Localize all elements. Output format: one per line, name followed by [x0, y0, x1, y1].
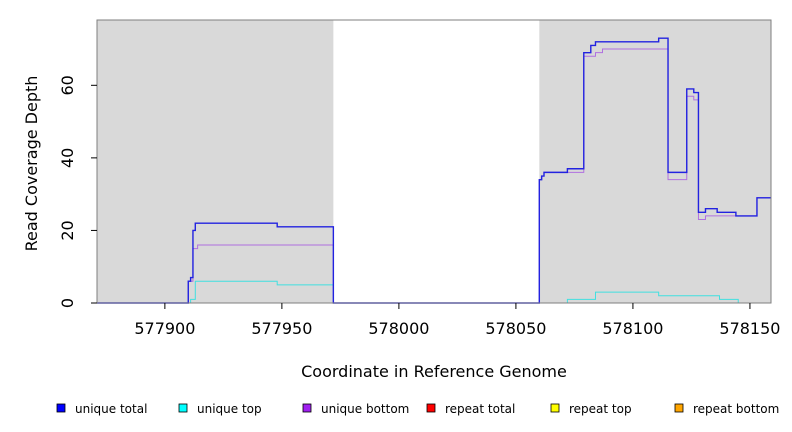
- y-axis-title: Read Coverage Depth: [22, 76, 41, 252]
- legend-swatch-unique-top: [178, 403, 188, 413]
- x-tick-label: 577950: [251, 319, 312, 338]
- plot-frame: [96, 19, 772, 304]
- legend-label-repeat-top: repeat top: [569, 402, 632, 416]
- series-unique-bottom-line: [97, 48, 771, 304]
- y-tick-label: 0: [58, 298, 77, 308]
- legend: unique total unique top unique bottom repea…: [56, 402, 779, 416]
- x-tick-label: 577900: [134, 319, 195, 338]
- series-unique-total-line: [97, 37, 771, 304]
- x-tick-label: 578100: [602, 319, 663, 338]
- legend-swatch-unique-total: [56, 403, 66, 413]
- legend-swatch-repeat-total: [426, 403, 436, 413]
- y-tick-label: 60: [58, 75, 77, 95]
- y-tick-label: 20: [58, 220, 77, 240]
- legend-swatch-repeat-top: [550, 403, 560, 413]
- shaded-region: [97, 20, 334, 303]
- x-tick-label: 578050: [485, 319, 546, 338]
- legend-label-unique-total: unique total: [75, 402, 147, 416]
- y-tick-label: 40: [58, 148, 77, 168]
- legend-label-unique-top: unique top: [197, 402, 262, 416]
- x-tick-label: 578150: [719, 319, 780, 338]
- x-axis: 577900 577950 578000 578050 578100 578150: [134, 303, 780, 338]
- y-axis: 0 20 40 60: [58, 75, 97, 308]
- legend-swatch-unique-bottom: [302, 403, 312, 413]
- legend-label-repeat-bottom: repeat bottom: [693, 402, 779, 416]
- series-unique-top-line: [97, 280, 771, 304]
- legend-swatch-repeat-bottom: [674, 403, 684, 413]
- x-axis-title: Coordinate in Reference Genome: [301, 362, 567, 381]
- legend-label-repeat-total: repeat total: [445, 402, 515, 416]
- plot-background: [97, 20, 771, 303]
- legend-label-unique-bottom: unique bottom: [321, 402, 409, 416]
- x-tick-label: 578000: [368, 319, 429, 338]
- shaded-region: [539, 20, 771, 303]
